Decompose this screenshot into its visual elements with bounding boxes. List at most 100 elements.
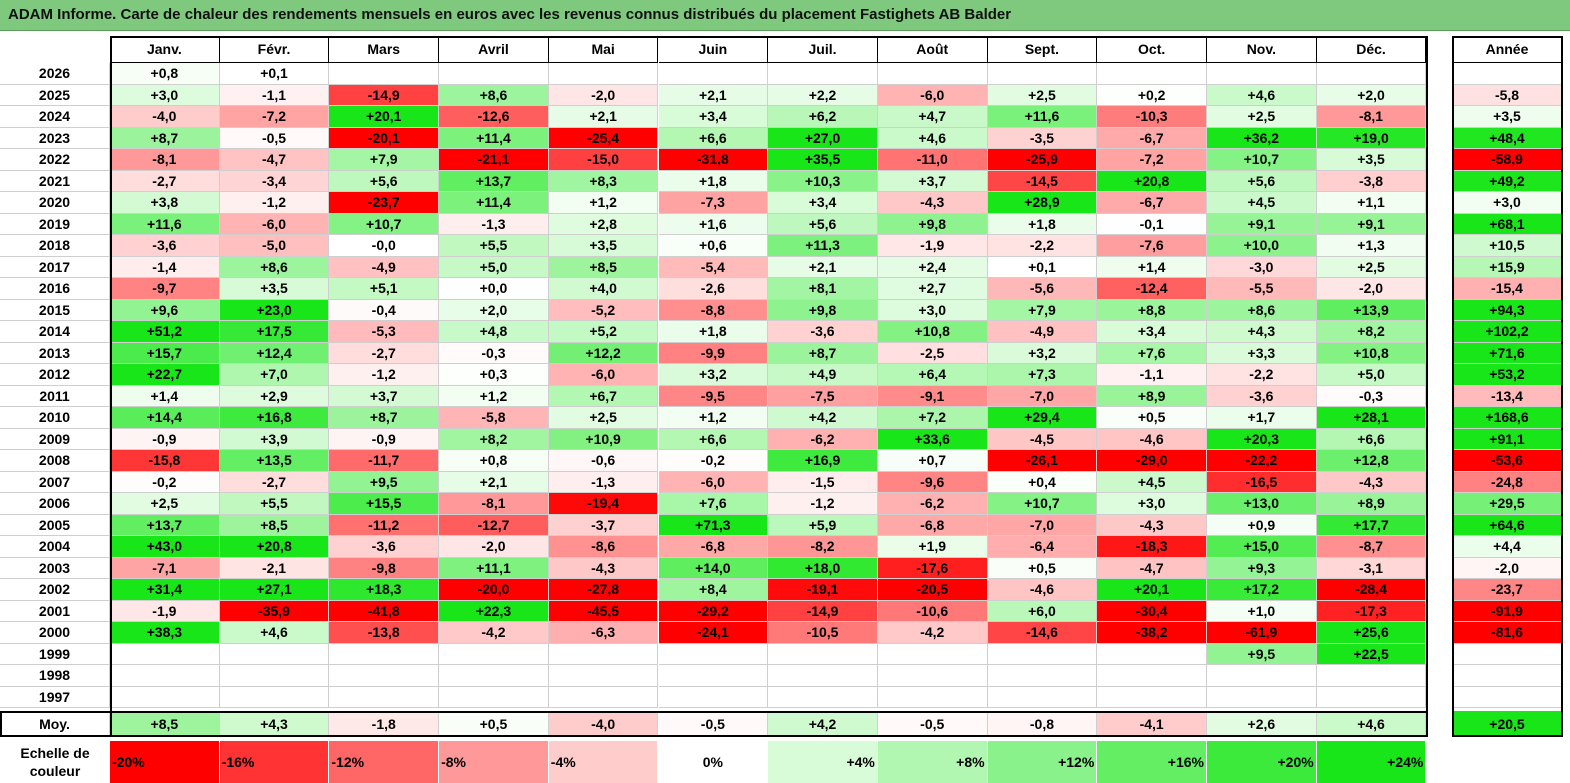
heatmap-cell: -0,5 xyxy=(219,127,330,149)
year-label: 2010 xyxy=(0,407,110,429)
annual-cell: +71,6 xyxy=(1452,342,1563,364)
heatmap-cell: +4,3 xyxy=(1207,321,1317,343)
month-header: Mars xyxy=(329,36,440,63)
heatmap-cell xyxy=(1207,686,1317,708)
heatmap-cell: -14,6 xyxy=(987,622,1098,644)
year-label: 1999 xyxy=(0,643,110,665)
heatmap-cell: -29,0 xyxy=(1097,450,1207,472)
heatmap-cell: -10,5 xyxy=(768,622,878,644)
heatmap-cell: +10,9 xyxy=(548,428,659,450)
annual-cell: +15,9 xyxy=(1452,256,1563,278)
heatmap-cell: +13,0 xyxy=(1207,493,1317,515)
heatmap-cell: -18,3 xyxy=(1097,536,1207,558)
heatmap-cell: +4,5 xyxy=(1097,471,1207,493)
heatmap-cell: -9,1 xyxy=(877,385,988,407)
heatmap-cell: +8,2 xyxy=(1316,321,1427,343)
heatmap-cell: -11,2 xyxy=(329,514,440,536)
heatmap-cell: +2,1 xyxy=(768,256,878,278)
heatmap-cell: +7,3 xyxy=(987,364,1098,386)
heatmap-cell: +13,9 xyxy=(1316,299,1427,321)
heatmap-cell: -2,7 xyxy=(329,342,440,364)
heatmap-cell: +1,8 xyxy=(658,321,769,343)
heatmap-cell: +3,5 xyxy=(219,278,330,300)
heatmap-cell: +9,1 xyxy=(1316,213,1427,235)
year-label: 2016 xyxy=(0,278,110,300)
heatmap-cell: +22,5 xyxy=(1316,643,1427,665)
heatmap-cell: +0,0 xyxy=(439,278,549,300)
heatmap-cell xyxy=(219,686,330,708)
heatmap-cell: -1,3 xyxy=(439,213,549,235)
heatmap-cell: -0,2 xyxy=(110,471,220,493)
heatmap-cell: +18,0 xyxy=(768,557,878,579)
heatmap-cell: -0,9 xyxy=(329,428,440,450)
heatmap-cell xyxy=(548,686,659,708)
heatmap-cell: -6,2 xyxy=(877,493,988,515)
month-header: Mai xyxy=(548,36,659,63)
heatmap-cell xyxy=(1097,686,1207,708)
heatmap-cell: +3,8 xyxy=(110,192,220,214)
heatmap-cell: +2,0 xyxy=(439,299,549,321)
heatmap-cell: +5,6 xyxy=(1207,170,1317,192)
color-scale-step: +24% xyxy=(1316,741,1427,783)
heatmap-cell: +0,2 xyxy=(1097,84,1207,106)
heatmap-cell: -7,0 xyxy=(987,385,1098,407)
heatmap-cell: -2,0 xyxy=(548,84,659,106)
color-scale-step: -8% xyxy=(439,741,549,783)
heatmap-cell: +20,1 xyxy=(1097,579,1207,601)
heatmap-cell: -2,7 xyxy=(219,471,330,493)
year-label: 2026 xyxy=(0,63,110,85)
annual-cell: -15,4 xyxy=(1452,278,1563,300)
heatmap-cell: +0,1 xyxy=(219,63,330,85)
heatmap-cell: -3,6 xyxy=(110,235,220,257)
year-label: 2018 xyxy=(0,235,110,257)
heatmap-cell: +36,2 xyxy=(1207,127,1317,149)
heatmap-cell: +8,4 xyxy=(658,579,769,601)
heatmap-cell: -8,6 xyxy=(548,536,659,558)
heatmap-cell: +31,4 xyxy=(110,579,220,601)
year-label: 2017 xyxy=(0,256,110,278)
heatmap-cell: -23,7 xyxy=(329,192,440,214)
heatmap-cell: +5,6 xyxy=(768,213,878,235)
heatmap-cell: +8,1 xyxy=(768,278,878,300)
heatmap-cell: -6,4 xyxy=(987,536,1098,558)
month-header: Oct. xyxy=(1097,36,1207,63)
heatmap-cell: +8,9 xyxy=(1097,385,1207,407)
heatmap-cell: +1,8 xyxy=(987,213,1098,235)
heatmap-cell: -4,6 xyxy=(1097,428,1207,450)
color-scale-step: -16% xyxy=(219,741,330,783)
heatmap-cell: +10,7 xyxy=(987,493,1098,515)
heatmap-cell: -30,4 xyxy=(1097,600,1207,622)
heatmap-cell: -9,7 xyxy=(110,278,220,300)
heatmap-cell: +2,1 xyxy=(439,471,549,493)
heatmap-cell xyxy=(548,643,659,665)
month-header: Sept. xyxy=(987,36,1098,63)
heatmap-cell: +5,1 xyxy=(329,278,440,300)
heatmap-cell: -6,0 xyxy=(548,364,659,386)
heatmap-cell: -4,6 xyxy=(987,579,1098,601)
heatmap-cell: +0,3 xyxy=(439,364,549,386)
heatmap-cell: -6,8 xyxy=(877,514,988,536)
heatmap-cell: -7,0 xyxy=(987,514,1098,536)
heatmap-cell: +14,4 xyxy=(110,407,220,429)
heatmap-cell xyxy=(548,63,659,85)
heatmap-cell: +3,4 xyxy=(658,106,769,128)
annual-cell: +3,5 xyxy=(1452,106,1563,128)
year-label: 2020 xyxy=(0,192,110,214)
heatmap-cell: +38,3 xyxy=(110,622,220,644)
heatmap-cell xyxy=(1097,643,1207,665)
color-scale-step: +8% xyxy=(877,741,988,783)
heatmap-cell: -8,7 xyxy=(1316,536,1427,558)
heatmap-cell: -25,9 xyxy=(987,149,1098,171)
average-cell: -0,5 xyxy=(877,711,988,737)
year-label: 2002 xyxy=(0,579,110,601)
heatmap-cell: -8,1 xyxy=(439,493,549,515)
heatmap-cell: +8,6 xyxy=(439,84,549,106)
heatmap-cell: +16,8 xyxy=(219,407,330,429)
heatmap-cell: -10,3 xyxy=(1097,106,1207,128)
heatmap-cell: +35,5 xyxy=(768,149,878,171)
heatmap-cell: -5,4 xyxy=(658,256,769,278)
heatmap-cell: +6,7 xyxy=(548,385,659,407)
heatmap-cell: -45,5 xyxy=(548,600,659,622)
month-header: Janv. xyxy=(110,36,220,63)
heatmap-cell: -6,7 xyxy=(1097,127,1207,149)
